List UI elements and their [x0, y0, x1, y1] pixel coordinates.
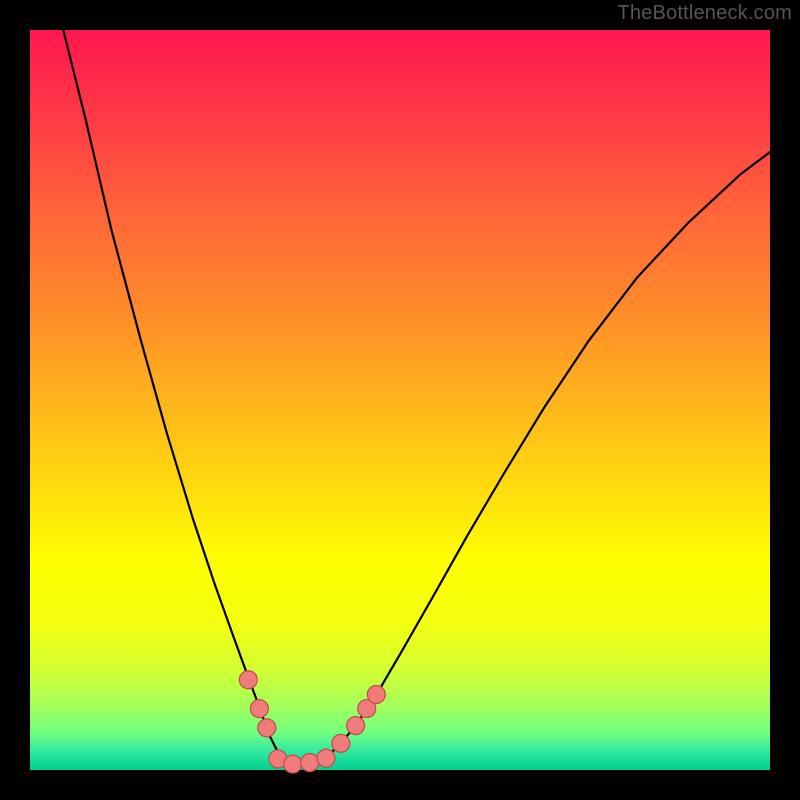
chart-stage: TheBottleneck.com — [0, 0, 800, 800]
marker-point — [258, 719, 276, 737]
marker-point — [347, 717, 365, 735]
marker-point — [250, 700, 268, 718]
marker-point — [239, 671, 257, 689]
markers-group — [239, 671, 385, 773]
marker-point — [332, 734, 350, 752]
marker-point — [284, 755, 302, 773]
watermark-text: TheBottleneck.com — [617, 2, 792, 25]
curve-right-branch — [308, 152, 771, 764]
marker-point — [301, 754, 319, 772]
marker-point — [367, 686, 385, 704]
marker-point — [317, 749, 335, 767]
curves-layer — [0, 0, 800, 800]
curve-left-branch — [63, 30, 307, 764]
